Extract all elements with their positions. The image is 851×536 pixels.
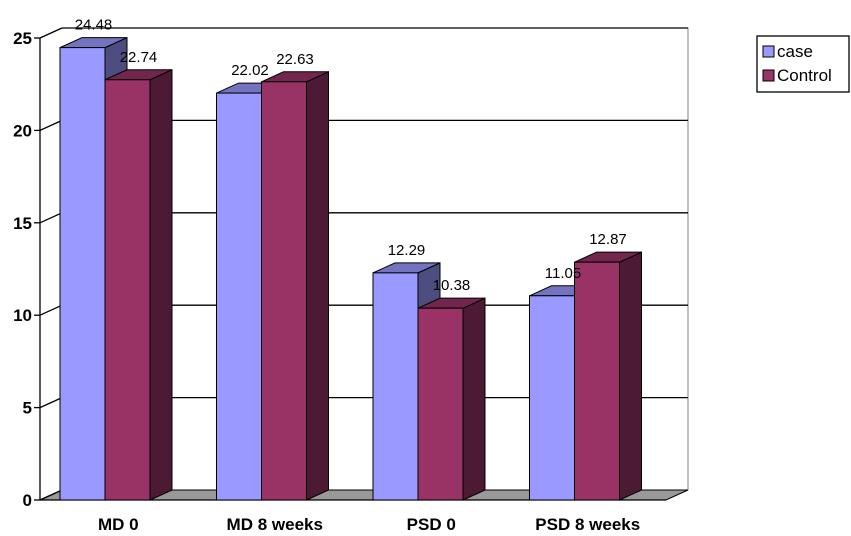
y-tick-label: 0 bbox=[23, 491, 32, 510]
legend-label: case bbox=[777, 42, 813, 61]
bar-front bbox=[372, 272, 419, 501]
bar-front bbox=[417, 307, 464, 501]
bar-side bbox=[306, 71, 329, 501]
bar-front bbox=[104, 79, 151, 501]
data-labels: 24.48 22.74 22.02 22.63 12.29 10.38 11.05 12.87 bbox=[75, 17, 627, 295]
legend-box bbox=[756, 35, 850, 93]
bar-side bbox=[619, 251, 642, 501]
y-tick-label: 20 bbox=[13, 121, 32, 140]
bar-front bbox=[59, 47, 106, 501]
bar-front bbox=[574, 261, 620, 501]
y-tick-label: 25 bbox=[13, 29, 32, 48]
bar-front bbox=[529, 295, 575, 501]
data-label: 11.05 bbox=[545, 265, 581, 282]
bar-side bbox=[149, 68, 173, 501]
data-label: 22.63 bbox=[276, 51, 314, 68]
bar-front bbox=[216, 92, 262, 501]
bar-control-2 bbox=[417, 297, 486, 501]
data-label: 22.74 bbox=[120, 49, 158, 66]
data-label: 12.29 bbox=[388, 242, 426, 259]
bar-control-1 bbox=[261, 71, 329, 501]
bar-side bbox=[462, 297, 486, 501]
y-tick-label: 10 bbox=[13, 306, 32, 325]
bars bbox=[59, 36, 642, 501]
bar-control-3 bbox=[574, 251, 642, 501]
x-tick-label: MD 0 bbox=[98, 515, 139, 534]
gridline-slant bbox=[39, 27, 63, 39]
gridline-slant bbox=[39, 304, 63, 316]
bar-control-0 bbox=[104, 68, 173, 501]
legend-label: Control bbox=[777, 66, 832, 85]
legend: case Control bbox=[756, 35, 850, 93]
y-tick-label: 5 bbox=[23, 399, 32, 418]
x-tick-label: PSD 0 bbox=[407, 515, 456, 534]
x-tick-label: PSD 8 weeks bbox=[535, 515, 640, 534]
gridline-slant bbox=[39, 212, 63, 224]
data-label: 10.38 bbox=[433, 277, 471, 294]
axis: 0 5 10 15 20 25 MD 0 MD 8 weeks PSD 0 PSD 8 weeks bbox=[13, 29, 666, 534]
gridline-slant bbox=[39, 489, 63, 501]
x-tick-label: MD 8 weeks bbox=[227, 515, 323, 534]
data-label: 12.87 bbox=[589, 231, 627, 248]
y-tick-label: 15 bbox=[13, 214, 32, 233]
bar-front bbox=[261, 81, 307, 501]
data-label: 24.48 bbox=[75, 17, 113, 34]
legend-swatch bbox=[762, 45, 775, 58]
gridline-slant bbox=[39, 119, 63, 131]
gridline-slant bbox=[39, 397, 63, 409]
data-label: 22.02 bbox=[231, 62, 269, 79]
legend-swatch bbox=[762, 69, 775, 82]
